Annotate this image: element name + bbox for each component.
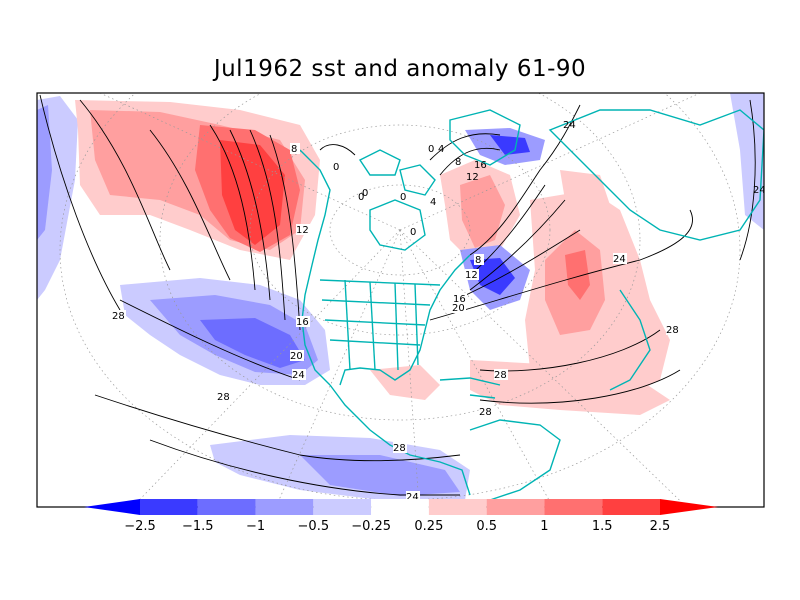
colorbar-box [428, 499, 487, 515]
anomaly-red-npac-max [220, 140, 285, 245]
contour-label-12-arctic: 12 [466, 172, 479, 183]
contour-label-28-south-a: 28 [217, 392, 230, 403]
anomaly-blue-baffin-core [490, 135, 530, 155]
contour-label-28-atl-b: 28 [494, 370, 507, 381]
contour-label-28-west: 28 [112, 311, 125, 322]
contour-label-24-bottom: 24 [406, 492, 419, 503]
contour-label-12-pacific: 12 [296, 225, 309, 236]
contour-label-16-arctic: 16 [474, 160, 487, 171]
contour-label-4-arctic: 4 [430, 197, 436, 208]
contour-label-8-pacific: 8 [291, 144, 297, 155]
colorbar-tick-label: −1 [246, 519, 265, 534]
contour-label-24-farright: 24 [753, 185, 766, 196]
colorbar-tick-label: 0.5 [476, 519, 497, 534]
sst-contours [39, 94, 756, 496]
colorbar-tick-label: −1.5 [182, 519, 214, 534]
anomaly-blue-east [730, 93, 764, 230]
colorbar-box [544, 499, 603, 515]
colorbar-box [255, 499, 314, 515]
anomaly-red-gulf [370, 365, 440, 400]
contour-label-24-pacific: 24 [292, 370, 305, 381]
anomaly-red-subtrop-atl [470, 360, 670, 415]
contour-label-8-greenland: 8 [455, 157, 461, 168]
anomaly-blue-trop-core [300, 455, 460, 496]
colorbar-arrow-low [84, 499, 140, 515]
anomaly-blue-west-core [37, 105, 52, 240]
colorbar-tick-label: −0.25 [351, 519, 391, 534]
colorbar-tick-label: 1 [540, 519, 548, 534]
contour-label-4-greenland: 4 [438, 144, 444, 155]
contour-label-20-pacific: 20 [290, 351, 303, 362]
anomaly-red-labrador-core [460, 175, 505, 248]
colorbar-box [313, 499, 372, 515]
colorbar-box [140, 499, 198, 515]
contour-label-16-pacific: 16 [296, 317, 309, 328]
contour-label-8-labrador: 8 [475, 255, 481, 266]
contour-label-24-atl: 24 [613, 254, 626, 265]
contour-label-28-atl-a: 28 [666, 325, 679, 336]
contour-label-0-a: 0 [428, 144, 434, 155]
contour-label-0-b: 0 [362, 188, 368, 199]
contour-label-28-atl-c: 28 [479, 407, 492, 418]
colorbar-box [486, 499, 545, 515]
contour-label-24-europe: 24 [563, 120, 576, 131]
anomaly-blue-epac-core [200, 318, 305, 368]
colorbar-tick-label: −2.5 [124, 519, 156, 534]
anomaly-blue-newfoundland-core [470, 258, 515, 295]
map-title: Jul1962 sst and anomaly 61-90 [213, 56, 587, 82]
colorbar-tick-label: 1.5 [592, 519, 613, 534]
colorbar-tick-label: −0.5 [298, 519, 330, 534]
anomaly-red-natl-core [565, 250, 590, 300]
colorbar: −2.5 −1.5 −1 −0.5 −0.25 0.25 0.5 1 1.5 2.5 [84, 499, 718, 534]
map-area: 8 12 16 20 24 28 28 28 24 0 0 0 4 8 8 12… [37, 93, 766, 507]
contour-label-12-labrador: 12 [465, 270, 478, 281]
contour-label-0-c: 0 [400, 192, 406, 203]
contour-labels: 8 12 16 20 24 28 28 28 24 0 0 0 4 8 8 12… [112, 120, 766, 503]
graticule [59, 93, 741, 507]
colorbar-box [197, 499, 256, 515]
contour-label-0-d: 0 [358, 192, 364, 203]
anomaly-red-norwegian [560, 170, 610, 215]
contour-label-0-e: 0 [410, 227, 416, 238]
contour-label-28-south-b: 28 [393, 443, 406, 454]
contour-label-20-atl: 20 [452, 303, 465, 314]
contour-label-16-atl: 16 [453, 294, 466, 305]
colorbar-box [371, 499, 429, 515]
contour-label-0-f: 0 [333, 162, 339, 173]
colorbar-arrow-high [660, 499, 718, 515]
colorbar-box [602, 499, 660, 515]
colorbar-tick-label: 2.5 [650, 519, 671, 534]
colorbar-tick-label: 0.25 [414, 519, 443, 534]
coastlines [299, 109, 764, 501]
